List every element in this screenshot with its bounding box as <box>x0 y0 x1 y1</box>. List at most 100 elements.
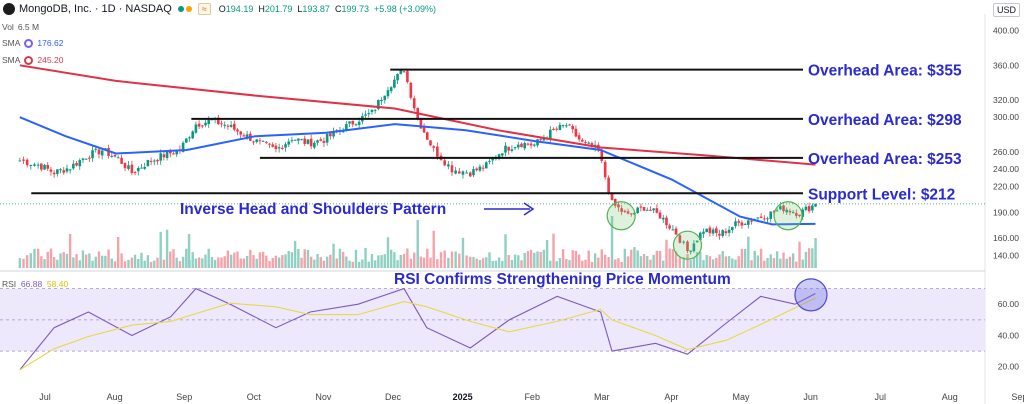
volume-bar <box>78 260 81 268</box>
volume-bar <box>313 259 316 268</box>
volume-bar <box>571 250 574 268</box>
volume-bar <box>153 260 156 268</box>
volume-bar <box>620 261 623 268</box>
candle-body <box>516 144 520 148</box>
candle-body <box>419 118 423 129</box>
close-value: 199.73 <box>341 4 369 14</box>
candle-body <box>168 151 172 154</box>
volume-bar <box>409 258 413 268</box>
candle-body <box>40 163 43 170</box>
volume-bar <box>130 257 134 268</box>
candle-body <box>22 159 25 161</box>
candle-body <box>188 137 191 139</box>
volume-bar <box>662 260 665 268</box>
candle-body <box>409 82 413 98</box>
x-axis-tick-label: Oct <box>247 392 262 402</box>
volume-bar <box>501 260 504 268</box>
candle-body <box>542 138 546 141</box>
candle-body <box>236 129 239 132</box>
volume-bar <box>159 231 162 268</box>
candle-body <box>779 206 782 210</box>
sma50-legend[interactable]: SMA 176.62 <box>2 38 63 48</box>
indicator-tag[interactable]: ≈ <box>197 3 211 15</box>
volume-bar <box>472 256 475 268</box>
volume-bar <box>137 258 140 268</box>
volume-bar <box>284 254 287 268</box>
volume-bar <box>747 236 750 268</box>
candle-body <box>120 157 123 164</box>
candle-body <box>721 230 725 236</box>
candle-body <box>412 98 416 109</box>
candle-body <box>229 124 233 127</box>
candle-body <box>319 139 323 141</box>
volume-bar <box>300 257 303 268</box>
candle-body <box>223 124 227 126</box>
candle-body <box>472 169 475 176</box>
volume-bar <box>33 248 36 268</box>
candle-body <box>484 162 488 169</box>
volume-bar <box>156 257 159 268</box>
candle-body <box>571 125 575 130</box>
volume-bar <box>309 256 313 268</box>
x-axis-tick-label: Jun <box>803 392 818 402</box>
candle-body <box>807 206 811 212</box>
candle-body <box>281 147 284 149</box>
rsi-axis-tick-label: 20.00 <box>998 362 1020 372</box>
volume-bar <box>357 261 361 268</box>
candle-body <box>478 166 482 171</box>
candle-body <box>526 143 530 145</box>
rsi-legend[interactable]: RSI 66.88 58.40 <box>2 279 68 289</box>
symbol-title[interactable]: MongoDB, Inc. · 1D · NASDAQ <box>19 3 172 15</box>
candle-body <box>769 211 773 219</box>
ohlc-readout: O194.19 H201.79 L193.87 C199.73 +5.98 (+… <box>219 4 436 14</box>
candle-body <box>447 164 450 167</box>
candle-body <box>620 208 623 212</box>
volume-bar <box>558 258 562 268</box>
volume-bar <box>56 259 59 268</box>
x-axis-tick-label: Feb <box>524 392 540 402</box>
data-status-icon <box>185 6 192 12</box>
volume-bar <box>133 254 137 268</box>
volume-bar <box>261 251 265 268</box>
candle-body <box>84 158 88 160</box>
sma200-legend[interactable]: SMA 245.20 <box>2 55 63 65</box>
volume-bar <box>469 256 472 268</box>
volume-bar <box>617 258 620 268</box>
volume-bar <box>734 259 737 268</box>
candle-body <box>91 150 94 159</box>
candle-body <box>364 114 367 116</box>
volume-bar <box>239 258 242 268</box>
candle-body <box>97 149 101 155</box>
x-axis-tick-label: Nov <box>315 392 332 402</box>
sma50-settings-icon[interactable] <box>24 38 34 48</box>
rsi-note: RSI Confirms Strengthening Price Momentu… <box>394 271 731 288</box>
currency-selector[interactable]: USD <box>992 3 1020 17</box>
volume-bar <box>552 233 555 268</box>
candle-body <box>454 170 457 174</box>
candle-body <box>686 241 689 252</box>
candle-body <box>201 125 204 127</box>
candle-body <box>804 206 808 210</box>
x-axis-tick-label: Jul <box>39 392 51 402</box>
volume-bar <box>322 260 326 268</box>
candle-body <box>140 167 143 169</box>
sma200-settings-icon[interactable] <box>24 55 34 65</box>
price-axis-tick-label: 260.00 <box>993 147 1019 157</box>
candle-body <box>207 119 211 124</box>
chart-header: MongoDB, Inc. · 1D · NASDAQ ≈ O194.19 H2… <box>0 0 436 18</box>
candle-body <box>668 225 671 229</box>
shoulder-highlight <box>672 230 703 260</box>
volume-bar <box>100 255 104 268</box>
candle-body <box>43 164 46 170</box>
price-axis-tick-label: 220.00 <box>993 181 1019 191</box>
candle-body <box>645 209 649 211</box>
candle-body <box>68 169 72 171</box>
volume-bar <box>775 251 779 268</box>
candle-body <box>510 149 514 151</box>
candle-body <box>636 207 639 214</box>
candle-body <box>181 142 185 152</box>
volume-bar <box>293 240 297 268</box>
volume-bar <box>526 250 530 268</box>
candle-body <box>682 241 685 243</box>
